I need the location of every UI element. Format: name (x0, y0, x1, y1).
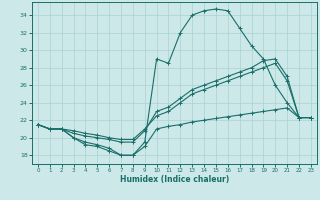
X-axis label: Humidex (Indice chaleur): Humidex (Indice chaleur) (120, 175, 229, 184)
